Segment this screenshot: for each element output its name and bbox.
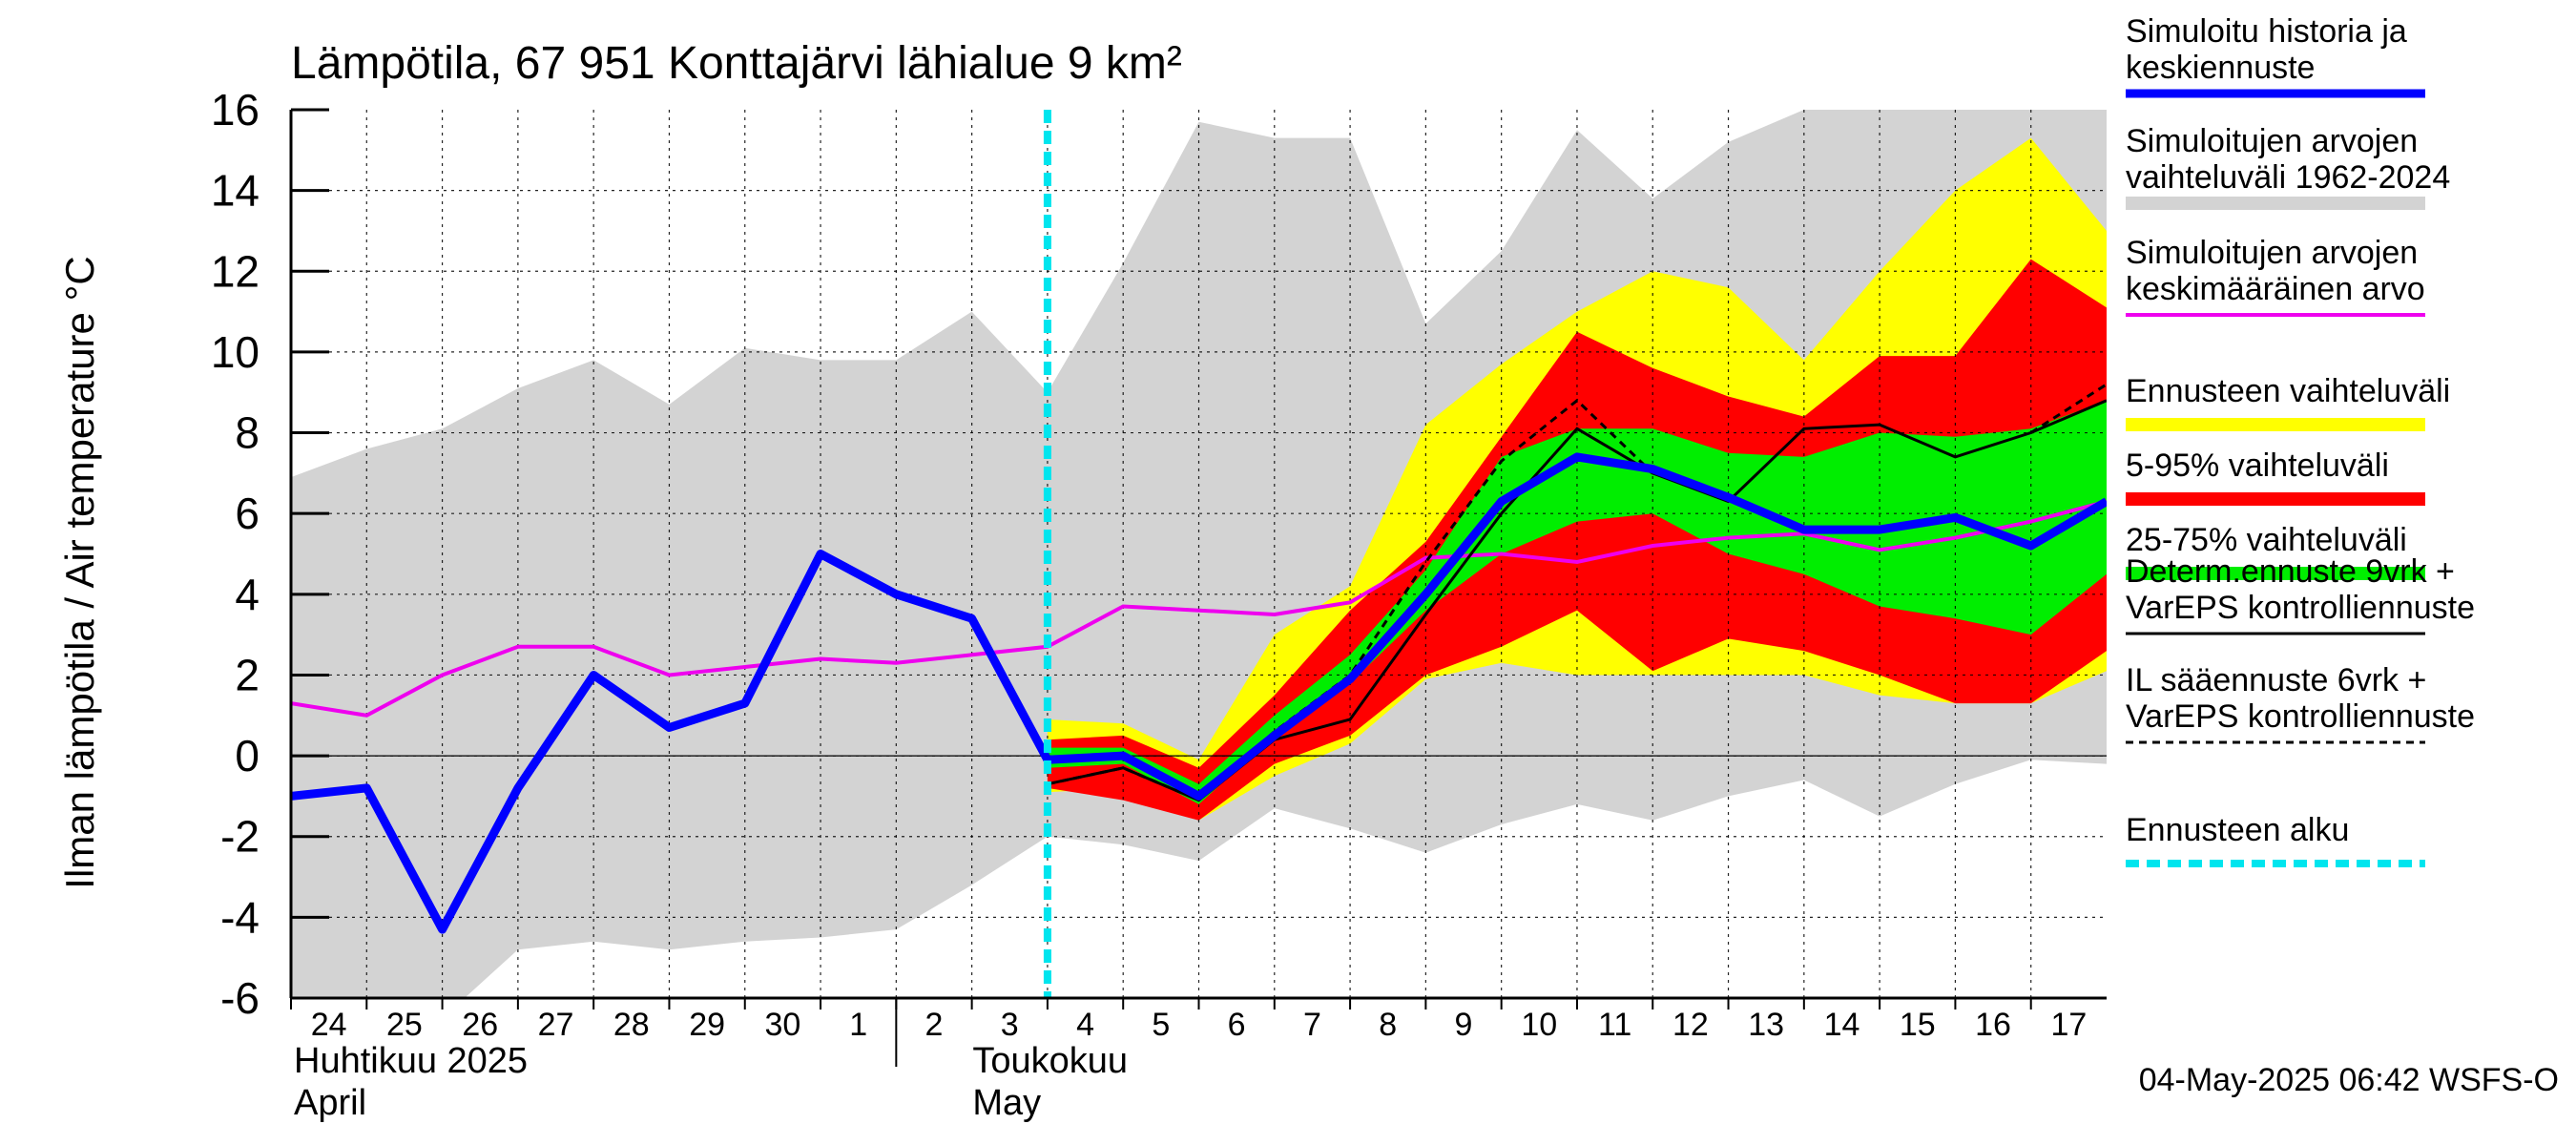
x-tick-label: 9: [1455, 1007, 1473, 1043]
x-tick-label: 12: [1672, 1007, 1709, 1043]
month-label-en: May: [972, 1083, 1041, 1123]
legend-label: 5-95% vaihteluväli: [2126, 448, 2389, 484]
x-tick-label: 15: [1900, 1007, 1936, 1043]
x-tick-label: 17: [2050, 1007, 2087, 1043]
legend-label: Ennusteen alku: [2126, 812, 2349, 848]
x-tick-label: 2: [925, 1007, 944, 1043]
x-tick-label: 7: [1303, 1007, 1321, 1043]
median-forecast-line: [291, 452, 2107, 934]
y-tick-label: 2: [235, 650, 260, 699]
x-tick-label: 5: [1152, 1007, 1170, 1043]
x-tick-label: 13: [1748, 1007, 1784, 1043]
y-tick-label: 10: [211, 327, 260, 377]
y-tick-label: -6: [220, 973, 260, 1023]
legend-label: Simuloitujen arvojen: [2126, 235, 2418, 271]
x-tick-label: 16: [1975, 1007, 2011, 1043]
x-tick-label: 30: [764, 1007, 800, 1043]
timestamp: 04-May-2025 06:42 WSFS-O: [2139, 1062, 2559, 1098]
legend-label: keskiennuste: [2126, 50, 2315, 86]
x-tick-label: 14: [1824, 1007, 1860, 1043]
x-tick-label: 10: [1521, 1007, 1557, 1043]
y-tick-label: 4: [235, 570, 260, 619]
x-tick-label: 27: [538, 1007, 574, 1043]
y-tick-label: 12: [211, 246, 260, 296]
y-tick-label: 14: [211, 166, 260, 216]
legend-label: Determ.ennuste 9vrk +: [2126, 553, 2455, 590]
x-tick-label: 28: [613, 1007, 650, 1043]
y-tick-label: -2: [220, 812, 260, 862]
y-axis-label: Ilman lämpötila / Air temperature °C: [57, 256, 102, 888]
x-tick-label: 29: [689, 1007, 725, 1043]
legend-label: Ennusteen vaihteluväli: [2126, 373, 2450, 409]
legend-label: VarEPS kontrolliennuste: [2126, 698, 2475, 735]
x-tick-label: 8: [1379, 1007, 1397, 1043]
legend-label: VarEPS kontrolliennuste: [2126, 590, 2475, 626]
y-tick-label: 8: [235, 408, 260, 458]
legend-label: keskimääräinen arvo: [2126, 271, 2425, 307]
x-tick-label: 6: [1228, 1007, 1246, 1043]
month-label-fi: Toukokuu: [972, 1041, 1128, 1081]
y-tick-label: 16: [211, 85, 260, 135]
x-tick-label: 25: [386, 1007, 423, 1043]
legend-label: IL sääennuste 6vrk +: [2126, 662, 2426, 698]
il-forecast-line: [1047, 383, 2107, 802]
x-tick-label: 26: [462, 1007, 498, 1043]
y-tick-label: -4: [220, 892, 260, 942]
x-tick-label: 4: [1076, 1007, 1094, 1043]
legend-label: 25-75% vaihteluväli: [2126, 522, 2407, 558]
grid-layer: [291, 110, 2107, 998]
lines-layer: [291, 110, 2107, 998]
month-label-en: April: [294, 1083, 366, 1123]
x-tick-label: 1: [849, 1007, 867, 1043]
y-tick-label: 0: [235, 731, 260, 781]
x-tick-label: 24: [311, 1007, 347, 1043]
legend-label: vaihteluväli 1962-2024: [2126, 159, 2450, 196]
y-tick-label: 6: [235, 489, 260, 538]
month-label-fi: Huhtikuu 2025: [294, 1041, 528, 1081]
legend-label: Simuloitujen arvojen: [2126, 123, 2418, 159]
chart-title: Lämpötila, 67 951 Konttajärvi lähialue 9…: [291, 38, 1182, 89]
x-tick-label: 11: [1598, 1007, 1631, 1043]
x-tick-label: 3: [1001, 1007, 1019, 1043]
legend-label: Simuloitu historia ja: [2126, 13, 2407, 50]
